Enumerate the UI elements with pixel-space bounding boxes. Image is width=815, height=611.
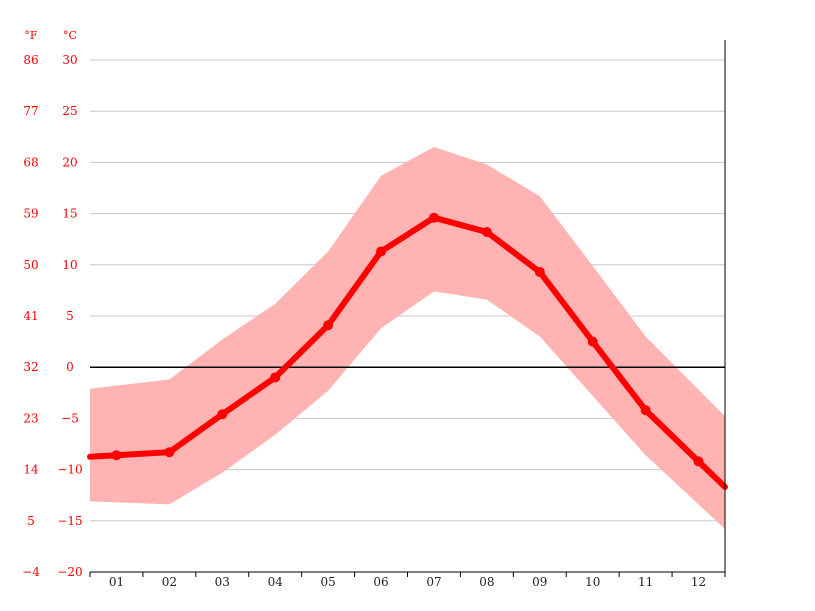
x-tick-label: 12 bbox=[691, 575, 706, 589]
y-tick-celsius: 5 bbox=[66, 309, 74, 323]
data-point bbox=[217, 409, 228, 420]
x-tick-label: 05 bbox=[320, 575, 335, 589]
y-tick-fahrenheit: 50 bbox=[23, 258, 38, 272]
temperature-range-band bbox=[90, 147, 725, 529]
y-tick-celsius: 30 bbox=[62, 53, 77, 67]
tick-labels: 30862577206815591050541032−523−1014−155−… bbox=[22, 53, 706, 589]
y-tick-fahrenheit: 5 bbox=[27, 514, 35, 528]
y-tick-fahrenheit: 68 bbox=[23, 155, 38, 169]
range-band-area bbox=[90, 147, 725, 529]
y-tick-celsius: −15 bbox=[57, 514, 82, 528]
y-tick-celsius: 20 bbox=[62, 155, 77, 169]
x-tick-label: 02 bbox=[162, 575, 177, 589]
y-tick-celsius: 10 bbox=[62, 258, 77, 272]
y-tick-celsius: −10 bbox=[57, 463, 82, 477]
data-point bbox=[640, 405, 651, 416]
y-tick-celsius: 0 bbox=[66, 360, 74, 374]
data-point bbox=[323, 320, 334, 331]
y-tick-celsius: 25 bbox=[62, 104, 77, 118]
y-tick-fahrenheit: 77 bbox=[23, 104, 38, 118]
data-point bbox=[270, 372, 281, 383]
y-tick-fahrenheit: 86 bbox=[23, 53, 38, 67]
x-tick-label: 08 bbox=[479, 575, 494, 589]
y-tick-fahrenheit: −4 bbox=[22, 565, 40, 579]
x-tick-label: 04 bbox=[268, 575, 284, 589]
x-tick-label: 03 bbox=[215, 575, 230, 589]
data-point bbox=[428, 212, 439, 223]
y-tick-celsius: 15 bbox=[62, 207, 77, 221]
fahrenheit-unit-label: °F bbox=[24, 29, 38, 42]
celsius-unit-label: °C bbox=[63, 29, 77, 42]
x-tick-label: 09 bbox=[532, 575, 547, 589]
data-point bbox=[693, 456, 704, 467]
y-tick-celsius: −20 bbox=[57, 565, 82, 579]
y-tick-fahrenheit: 14 bbox=[23, 463, 39, 477]
axes bbox=[89, 40, 726, 577]
data-point bbox=[111, 450, 122, 461]
x-tick-label: 07 bbox=[426, 575, 441, 589]
x-tick-label: 10 bbox=[585, 575, 600, 589]
y-tick-fahrenheit: 59 bbox=[23, 207, 38, 221]
data-point bbox=[534, 266, 545, 277]
temperature-line-series bbox=[87, 212, 728, 491]
y-tick-celsius: −5 bbox=[61, 411, 79, 425]
temperature-line bbox=[87, 214, 728, 491]
y-tick-fahrenheit: 23 bbox=[23, 411, 38, 425]
x-tick-label: 06 bbox=[373, 575, 388, 589]
data-point bbox=[481, 227, 492, 238]
data-point bbox=[164, 447, 175, 458]
y-tick-fahrenheit: 32 bbox=[23, 360, 38, 374]
x-tick-label: 01 bbox=[109, 575, 124, 589]
data-point bbox=[376, 246, 387, 257]
y-tick-fahrenheit: 41 bbox=[23, 309, 38, 323]
x-tick-label: 11 bbox=[638, 575, 653, 589]
data-point bbox=[587, 336, 598, 347]
